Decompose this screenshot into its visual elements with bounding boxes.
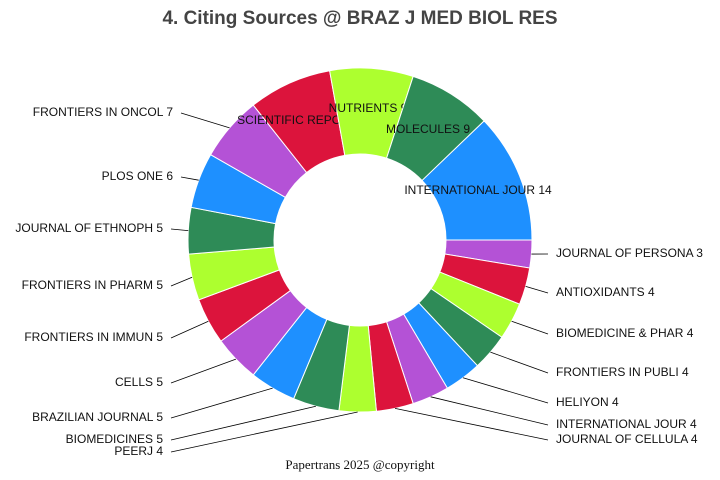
slice-label: JOURNAL OF PERSONA 3 — [556, 246, 703, 260]
slice-label: PLOS ONE 6 — [102, 169, 174, 183]
leader-line — [180, 112, 230, 129]
chart-title: 4. Citing Sources @ BRAZ J MED BIOL RES — [162, 8, 557, 29]
slice-label: PEERJ 4 — [114, 444, 163, 458]
slice-label: BIOMEDICINES 5 — [66, 432, 164, 446]
leader-line — [170, 358, 237, 384]
slice-label: CELLS 5 — [115, 375, 163, 389]
slice-label: JOURNAL OF ETHNOPH 5 — [15, 221, 163, 235]
slice-label: INTERNATIONAL JOUR 4 — [556, 417, 697, 431]
slice-label: FRONTIERS IN IMMUN 5 — [24, 330, 163, 344]
leader-line — [462, 377, 549, 404]
leader-line — [430, 396, 549, 426]
leader-line — [490, 351, 549, 374]
slice-label: INTERNATIONAL JOUR 14 — [404, 183, 552, 197]
slice-label: BRAZILIAN JOURNAL 5 — [32, 410, 163, 424]
footer: Papertrans 2025 @copyright — [285, 457, 435, 472]
leader-line — [170, 228, 189, 232]
leader-line — [170, 411, 358, 453]
leader-line — [180, 176, 199, 181]
slice-label: JOURNAL OF CELLULA 4 — [556, 432, 698, 446]
leader-line — [170, 276, 193, 287]
slice-label: FRONTIERS IN ONCOL 7 — [33, 105, 174, 119]
slice-label: BIOMEDICINE & PHAR 4 — [556, 326, 694, 340]
slice — [385, 75, 485, 182]
leader-line — [170, 387, 273, 419]
leader-line — [525, 286, 549, 294]
leader-line — [170, 405, 316, 441]
leader-line — [511, 320, 549, 335]
slice-label: FRONTIERS IN PHARM 5 — [22, 278, 164, 292]
slice-label: MOLECULES 9 — [386, 122, 470, 136]
slice-label: HELIYON 4 — [556, 395, 619, 409]
slice-label: FRONTIERS IN PUBLI 4 — [556, 365, 689, 379]
leader-line — [394, 408, 549, 441]
slice-label: ANTIOXIDANTS 4 — [556, 285, 655, 299]
slice-label: NUTRIENTS 9 — [329, 101, 408, 115]
leader-line — [170, 320, 209, 339]
